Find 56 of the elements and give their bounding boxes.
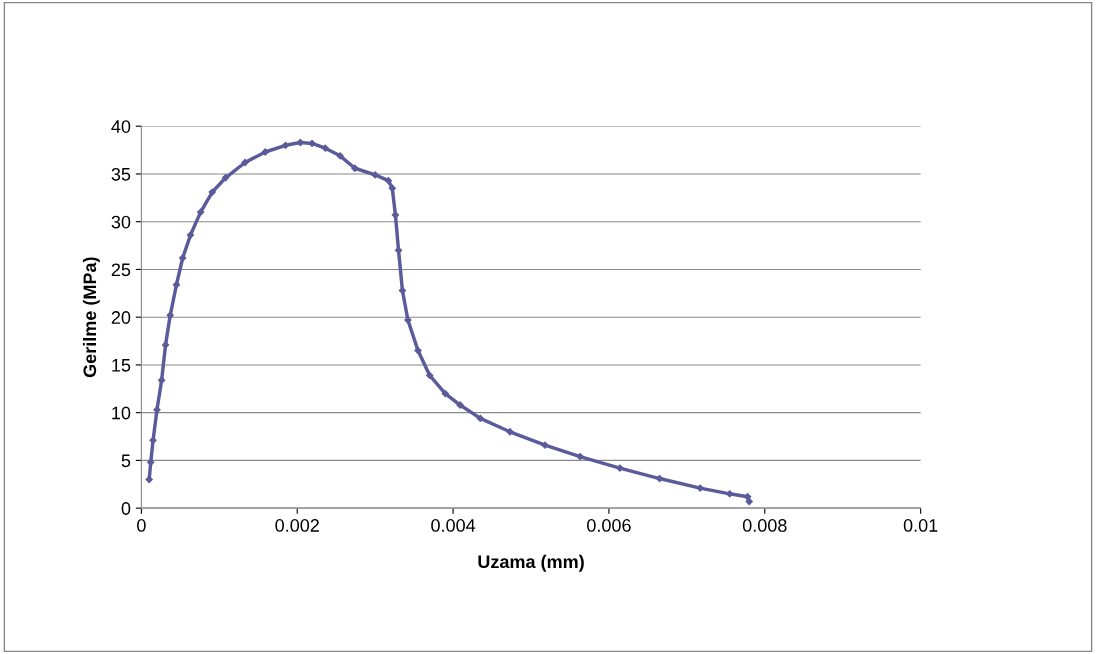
point bbox=[441, 389, 449, 398]
point bbox=[414, 346, 422, 355]
point bbox=[281, 141, 290, 149]
point bbox=[336, 152, 344, 160]
point bbox=[308, 139, 316, 148]
point bbox=[398, 286, 407, 295]
y-tick-label: 15 bbox=[112, 359, 131, 372]
x-axis-title: Uzama (mm) bbox=[478, 554, 584, 572]
point bbox=[384, 177, 393, 185]
point bbox=[655, 474, 664, 483]
point bbox=[145, 475, 153, 484]
x-tick-label: 0.006 bbox=[587, 519, 631, 532]
point bbox=[179, 254, 187, 262]
point bbox=[576, 452, 584, 461]
point bbox=[391, 211, 400, 219]
point bbox=[351, 164, 359, 172]
x-tick-label: 0.004 bbox=[431, 519, 476, 532]
y-tick-label: 10 bbox=[112, 406, 131, 420]
point bbox=[404, 316, 412, 324]
x-tick-label: 0.01 bbox=[903, 519, 938, 532]
point bbox=[208, 188, 216, 196]
y-tick-label: 35 bbox=[111, 167, 131, 181]
point bbox=[261, 148, 269, 156]
x-tick-label: 0.002 bbox=[275, 519, 319, 532]
point bbox=[388, 184, 396, 192]
point bbox=[321, 144, 329, 152]
point bbox=[241, 158, 249, 167]
point bbox=[153, 406, 161, 414]
point bbox=[172, 281, 181, 289]
y-tick-label: 20 bbox=[111, 311, 131, 324]
point bbox=[426, 371, 434, 380]
y-tick-label: 5 bbox=[121, 454, 131, 468]
y-tick-label: 25 bbox=[111, 263, 131, 277]
point bbox=[541, 441, 549, 449]
point bbox=[506, 428, 514, 436]
y-tick-label: 0 bbox=[121, 502, 131, 515]
point bbox=[371, 171, 379, 179]
y-tick-label: 30 bbox=[111, 215, 131, 229]
y-tick-label: 40 bbox=[111, 120, 131, 133]
point bbox=[726, 490, 734, 498]
x-tick-label: 0.008 bbox=[742, 519, 787, 532]
x-tick-label: 0 bbox=[137, 519, 146, 532]
point bbox=[147, 458, 155, 466]
point bbox=[221, 174, 230, 182]
point bbox=[161, 341, 170, 349]
point bbox=[158, 376, 166, 384]
point bbox=[456, 401, 464, 409]
point bbox=[296, 138, 304, 147]
point bbox=[476, 414, 485, 423]
point bbox=[745, 497, 753, 506]
y-axis-title: Gerilme (MPa) bbox=[82, 257, 100, 378]
point bbox=[696, 484, 704, 492]
point bbox=[166, 311, 174, 319]
point bbox=[616, 464, 624, 472]
point bbox=[196, 208, 205, 216]
point bbox=[186, 231, 195, 239]
